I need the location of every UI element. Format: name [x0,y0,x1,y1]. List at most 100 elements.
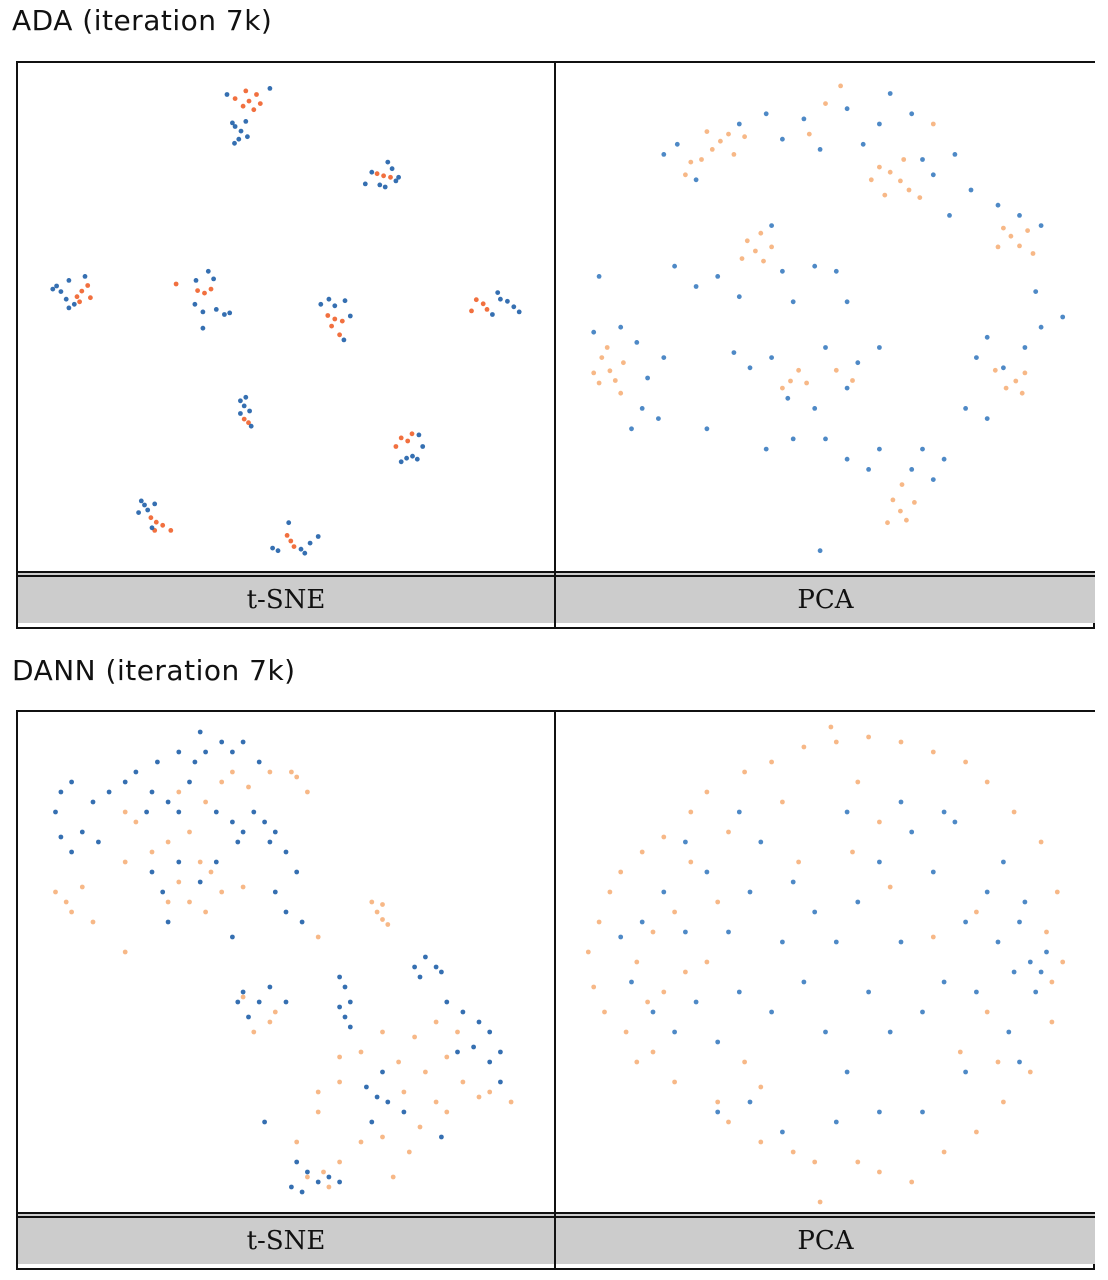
blue-data-point [232,124,238,129]
orange-data-point [995,244,1001,250]
blue-data-point [833,939,839,945]
blue-data-point [58,289,64,294]
blue-data-point [289,1184,294,1190]
blue-data-point [785,395,791,401]
orange-data-point [208,286,214,292]
blue-data-point [138,498,144,504]
blue-data-point [305,1169,310,1175]
blue-data-point [326,1174,332,1180]
blue-data-point [984,334,990,340]
blue-data-point [844,106,850,112]
orange-data-point [909,1179,915,1185]
orange-data-point [433,1099,439,1105]
blue-data-point [337,1179,342,1185]
blue-data-point [736,294,742,300]
orange-data-point [1030,251,1036,256]
blue-data-point [887,1029,893,1035]
orange-data-point [930,121,936,127]
dann-pca-scatter [556,712,1095,1212]
orange-data-point [596,919,602,925]
blue-data-point [963,919,968,925]
dann-pca-label: PCA [556,1212,1095,1264]
orange-data-point [585,949,591,955]
blue-data-point [58,834,64,840]
orange-data-point [1008,233,1014,239]
blue-data-point [930,172,936,178]
blue-data-point [262,819,267,825]
blue-data-point [439,969,444,975]
orange-data-point [487,1089,493,1095]
blue-data-point [460,1009,466,1015]
orange-data-point [604,345,610,350]
orange-data-point [289,769,294,775]
blue-data-point [232,140,237,146]
blue-data-point [487,1059,493,1065]
blue-data-point [444,999,450,1005]
orange-data-point [246,420,251,426]
orange-data-point [804,380,809,386]
orange-data-point [612,378,618,383]
orange-data-point [901,157,907,162]
orange-data-point [326,1184,332,1190]
orange-data-point [325,313,331,318]
orange-data-point [173,281,179,287]
blue-data-point [256,999,262,1005]
blue-data-point [213,859,219,865]
orange-data-point [769,244,774,250]
dann-figure-panel: t-SNE PCA [16,710,1095,1270]
blue-data-point [267,839,273,845]
blue-data-point [693,284,699,289]
blue-data-point [1022,345,1028,350]
orange-data-point [315,1089,321,1095]
blue-data-point [200,309,206,315]
blue-data-point [240,739,246,745]
blue-data-point [283,999,289,1005]
orange-data-point [195,288,201,293]
orange-data-point [607,889,613,895]
blue-data-point [661,889,667,895]
orange-data-point [484,307,490,312]
blue-data-point [235,839,241,845]
blue-data-point [203,749,209,755]
blue-data-point [715,274,721,279]
orange-data-point [906,187,912,193]
orange-data-point [329,323,334,329]
blue-data-point [298,546,304,552]
blue-data-point [866,989,871,995]
blue-data-point [211,276,217,282]
blue-data-point [844,299,850,305]
blue-data-point [439,1134,444,1140]
orange-data-point [621,360,626,366]
blue-data-point [855,360,861,366]
orange-data-point [288,538,294,544]
blue-data-point [947,213,952,218]
blue-data-point [347,1024,353,1030]
blue-data-point [1006,1029,1012,1035]
orange-data-point [683,969,688,975]
orange-data-point [148,515,154,521]
blue-data-point [866,467,871,472]
orange-data-point [294,1139,300,1145]
orange-data-point [645,999,650,1005]
blue-data-point [1011,969,1017,975]
blue-data-point [58,789,64,795]
blue-data-point [197,729,203,735]
blue-data-point [241,403,247,409]
orange-data-point [1038,839,1044,845]
orange-data-point [917,195,923,201]
blue-data-point [495,290,501,295]
blue-data-point [155,759,160,765]
blue-data-point [887,91,893,96]
orange-data-point [176,789,182,795]
orange-data-point [1060,959,1066,965]
blue-data-point [763,446,769,452]
orange-data-point [726,1119,731,1125]
blue-data-point [149,789,155,795]
orange-data-point [53,889,58,895]
blue-data-point [385,159,391,165]
blue-data-point [187,779,192,785]
orange-data-point [176,879,182,885]
orange-data-point [650,929,656,935]
blue-data-point [490,312,495,317]
blue-data-point [769,223,774,229]
